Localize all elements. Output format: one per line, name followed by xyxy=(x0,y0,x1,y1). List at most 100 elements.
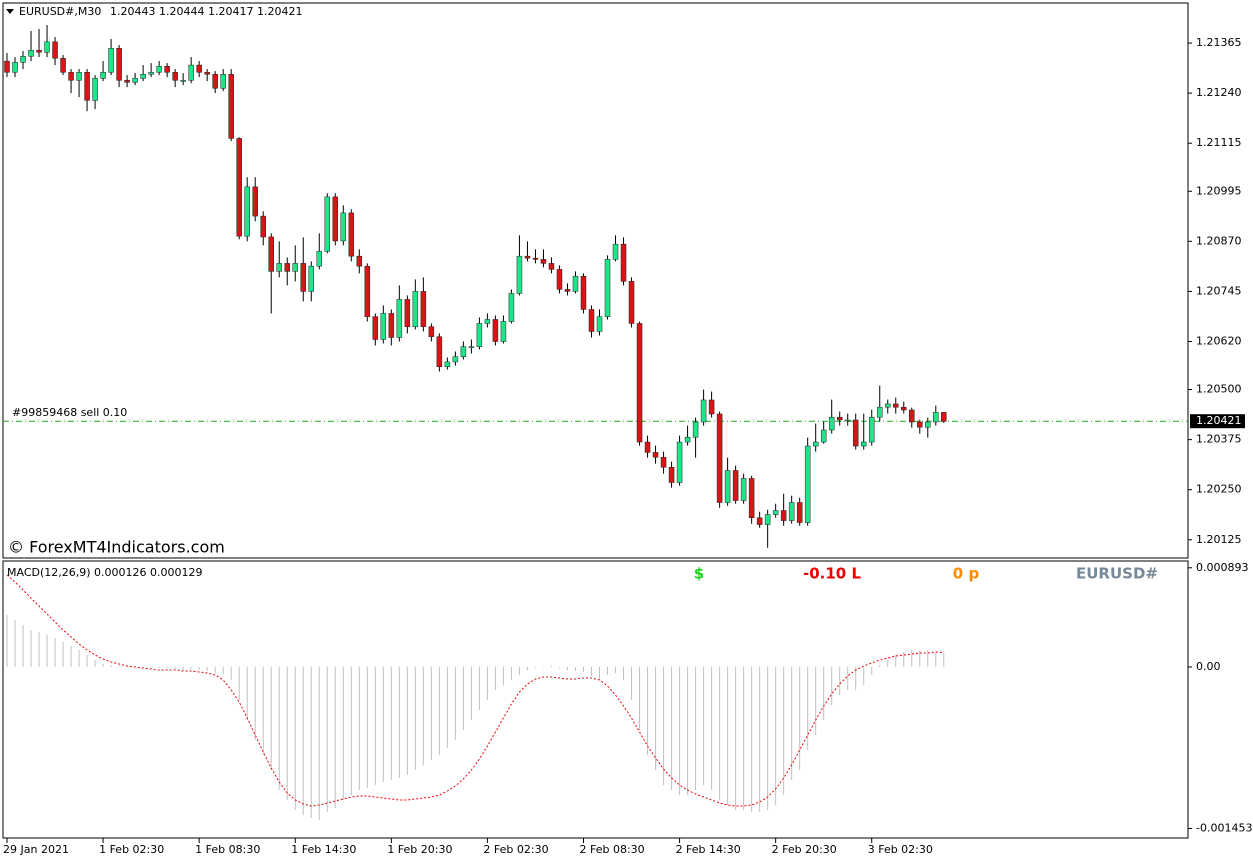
candle-body xyxy=(452,356,459,363)
price-box xyxy=(1190,414,1245,429)
candle-body xyxy=(836,416,843,421)
candle-body xyxy=(244,186,250,237)
candle-body xyxy=(404,299,411,327)
candle-body xyxy=(12,62,18,73)
candle-body xyxy=(708,399,715,415)
candle-body xyxy=(36,50,42,53)
candle-body xyxy=(212,74,218,89)
candle-body xyxy=(388,313,395,338)
candle-body xyxy=(308,265,315,292)
candle-body xyxy=(820,429,827,443)
candle-body xyxy=(684,436,691,443)
candle-body xyxy=(156,66,162,73)
candle-body xyxy=(340,212,347,242)
symbol: EURUSD#,M30 xyxy=(19,5,101,18)
x-tick-label: 2 Feb 20:30 xyxy=(772,843,837,856)
candle-body xyxy=(532,257,539,260)
candle-body xyxy=(756,517,763,525)
menu-icon[interactable] xyxy=(6,9,14,14)
candle-body xyxy=(764,514,771,525)
candle-body xyxy=(596,316,603,332)
candle-body xyxy=(396,299,403,338)
y-tick-label: 1.20375 xyxy=(1196,433,1242,446)
candle-body xyxy=(724,470,731,503)
candle-body xyxy=(628,281,635,324)
x-tick-label: 2 Feb 08:30 xyxy=(579,843,644,856)
candle-body xyxy=(100,72,106,79)
candle-body xyxy=(516,255,523,294)
candle-body xyxy=(500,321,507,342)
candle-body xyxy=(60,58,66,73)
candle-body xyxy=(444,361,451,367)
signal-line xyxy=(6,574,944,807)
candle-body xyxy=(748,478,755,518)
candle-body xyxy=(612,243,619,260)
order-label: #99859468 sell 0.10 xyxy=(12,406,127,419)
candle-body xyxy=(804,445,811,523)
candle-body xyxy=(484,319,491,324)
candle-body xyxy=(524,255,531,259)
candle-body xyxy=(92,78,98,101)
candle-body xyxy=(196,64,202,73)
candle-body xyxy=(292,263,298,272)
candle-body xyxy=(380,313,387,340)
candle-body xyxy=(548,263,555,270)
candle-body xyxy=(236,138,242,237)
candle-body xyxy=(788,502,795,521)
candle-body xyxy=(812,441,819,447)
y-tick-label: 0.00 xyxy=(1196,660,1221,673)
y-tick-label: 1.20620 xyxy=(1196,334,1242,347)
x-tick-label: 1 Feb 20:30 xyxy=(387,843,452,856)
candle-body xyxy=(909,409,915,423)
x-tick-label: 2 Feb 14:30 xyxy=(676,843,741,856)
candle-body xyxy=(604,259,611,317)
candle-body xyxy=(941,412,947,422)
candle-body xyxy=(660,457,667,468)
candle-body xyxy=(132,78,138,83)
candle-body xyxy=(588,309,595,332)
candle-body xyxy=(140,74,146,79)
candle-body xyxy=(316,251,323,267)
y-tick-label: 1.20870 xyxy=(1196,234,1242,247)
y-tick-label: 1.21115 xyxy=(1196,136,1242,149)
current-price: 1.20421 xyxy=(1196,414,1242,427)
y-tick-label: 0.000893 xyxy=(1196,561,1249,574)
macd-title: MACD(12,26,9) 0.000126 0.000129 xyxy=(7,566,203,579)
candle-body xyxy=(20,56,26,63)
candle-body xyxy=(925,421,931,428)
x-tick-label: 2 Feb 02:30 xyxy=(483,843,548,856)
candle-body xyxy=(796,502,803,523)
candle-body xyxy=(668,467,675,483)
candle-body xyxy=(252,186,258,217)
candle-body xyxy=(652,452,659,458)
candle-body xyxy=(4,60,10,73)
y-tick-label: -0.001453 xyxy=(1196,821,1252,834)
candle-body xyxy=(164,66,170,73)
x-tick-label: 1 Feb 14:30 xyxy=(291,843,356,856)
candle-body xyxy=(76,72,82,81)
candle-body xyxy=(893,403,899,408)
candle-body xyxy=(901,406,907,411)
candle-body xyxy=(172,72,178,81)
candle-body xyxy=(52,41,58,59)
candle-body xyxy=(540,259,547,264)
x-tick-label: 1 Feb 08:30 xyxy=(195,843,260,856)
candle-body xyxy=(572,275,579,292)
candle-body xyxy=(124,80,130,83)
candle-body xyxy=(276,263,282,272)
candle-body xyxy=(868,416,875,443)
candle-body xyxy=(492,319,499,342)
candle-body xyxy=(436,336,443,367)
candle-body xyxy=(420,291,427,327)
candle-body xyxy=(556,269,563,290)
indicator-label: 0 p xyxy=(953,565,980,583)
candle-body xyxy=(828,416,835,431)
x-tick-label: 3 Feb 02:30 xyxy=(868,843,933,856)
candle-body xyxy=(732,470,739,501)
candle-body xyxy=(917,421,923,428)
x-tick-label: 1 Feb 02:30 xyxy=(99,843,164,856)
candle-body xyxy=(268,236,274,272)
candle-body xyxy=(780,510,787,521)
